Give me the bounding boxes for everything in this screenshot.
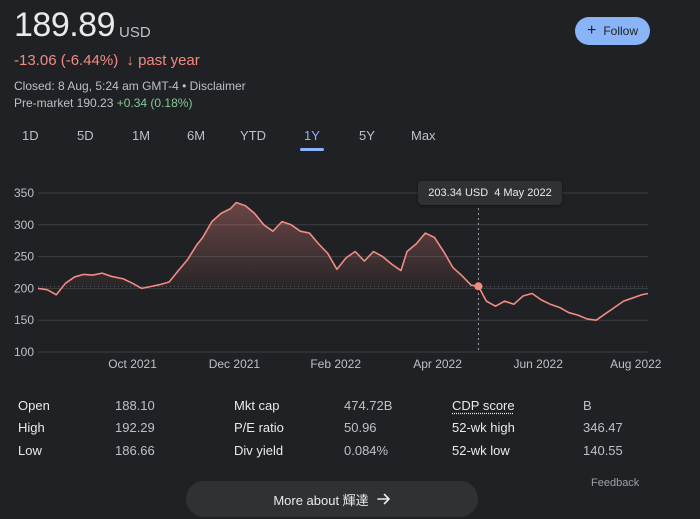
stat-label-high: High xyxy=(18,420,45,435)
y-tick-label: 150 xyxy=(14,313,34,327)
chart-tooltip: 203.34 USD 4 May 2022 xyxy=(418,181,562,205)
price-area xyxy=(38,202,648,287)
premarket-info: Pre-market 190.23 +0.34 (0.18%) xyxy=(14,96,192,110)
range-tab-1y[interactable]: 1Y xyxy=(300,128,324,151)
range-tab-ytd[interactable]: YTD xyxy=(240,128,266,143)
range-tab-6m[interactable]: 6M xyxy=(187,128,206,143)
tooltip-date: 4 May 2022 xyxy=(494,187,552,199)
range-tab-5y[interactable]: 5Y xyxy=(359,128,375,143)
price-line xyxy=(37,201,649,321)
stat-value-open: 188.10 xyxy=(115,398,155,413)
stat-value-pe-ratio: 50.96 xyxy=(344,420,377,435)
y-tick-label: 100 xyxy=(14,345,34,359)
premarket-label: Pre-market 190.23 xyxy=(14,96,114,110)
x-tick-label: Apr 2022 xyxy=(413,357,462,371)
range-tab-1d[interactable]: 1D xyxy=(22,128,39,143)
x-tick-label: Dec 2021 xyxy=(209,357,261,371)
range-tab-1m[interactable]: 1M xyxy=(132,128,151,143)
plus-icon: + xyxy=(586,22,597,39)
price-change-value: -13.06 (-6.44%) xyxy=(14,52,119,69)
stat-label-open: Open xyxy=(18,398,50,413)
tooltip-price: 203.34 USD xyxy=(428,187,489,199)
y-tick-label: 200 xyxy=(14,281,34,295)
stat-value-high: 192.29 xyxy=(115,420,155,435)
stat-label-mkt-cap: Mkt cap xyxy=(234,398,280,413)
stat-label-52wk-high: 52-wk high xyxy=(452,420,515,435)
stat-value-cdp-score: B xyxy=(583,398,592,413)
stat-label-div-yield: Div yield xyxy=(234,443,284,458)
down-arrow-icon: ↓ xyxy=(126,52,134,69)
range-tabs: 1D 5D 1M 6M YTD 1Y 5Y Max xyxy=(0,128,460,154)
stat-value-mkt-cap: 474.72B xyxy=(344,398,393,413)
stat-label-cdp-score[interactable]: CDP score xyxy=(452,398,515,413)
stats-table: Open 188.10 High 192.29 Low 186.66 Mkt c… xyxy=(0,392,700,462)
x-tick-label: Oct 2021 xyxy=(108,357,157,371)
y-tick-label: 300 xyxy=(14,218,34,232)
stock-price: 189.89 xyxy=(14,6,116,44)
premarket-change: +0.34 (0.18%) xyxy=(116,96,193,110)
x-tick-label: Feb 2022 xyxy=(310,357,361,371)
range-tab-5d[interactable]: 5D xyxy=(77,128,94,143)
y-tick-label: 250 xyxy=(14,250,34,264)
stat-label-low: Low xyxy=(18,443,42,458)
stat-label-52wk-low: 52-wk low xyxy=(452,443,510,458)
currency-label: USD xyxy=(119,24,151,41)
stat-value-div-yield: 0.084% xyxy=(344,443,389,458)
more-about-label: More about 輝達 xyxy=(273,492,369,508)
stat-value-52wk-high: 346.47 xyxy=(583,420,623,435)
follow-button[interactable]: + Follow xyxy=(575,17,650,45)
price-chart[interactable]: 100 150 200 250 300 350 Oct 2021 Dec 2021 Feb 20… xyxy=(0,175,700,375)
range-tab-max[interactable]: Max xyxy=(411,128,436,143)
more-about-button[interactable]: More about 輝達 xyxy=(186,481,478,517)
price-change: -13.06 (-6.44%) ↓ past year xyxy=(14,52,200,69)
x-tick-label: Jun 2022 xyxy=(514,357,564,371)
closed-info: Closed: 8 Aug, 5:24 am GMT-4 • Disclaime… xyxy=(14,79,246,93)
hover-point xyxy=(474,282,483,291)
x-tick-label: Aug 2022 xyxy=(610,357,662,371)
stat-value-52wk-low: 140.55 xyxy=(583,443,623,458)
price-change-period: past year xyxy=(138,52,200,69)
feedback-link[interactable]: Feedback xyxy=(591,477,640,489)
y-tick-label: 350 xyxy=(14,186,34,200)
follow-label: Follow xyxy=(603,24,639,38)
stat-label-pe-ratio: P/E ratio xyxy=(234,420,284,435)
arrow-right-icon xyxy=(376,493,390,505)
stat-value-low: 186.66 xyxy=(115,443,155,458)
